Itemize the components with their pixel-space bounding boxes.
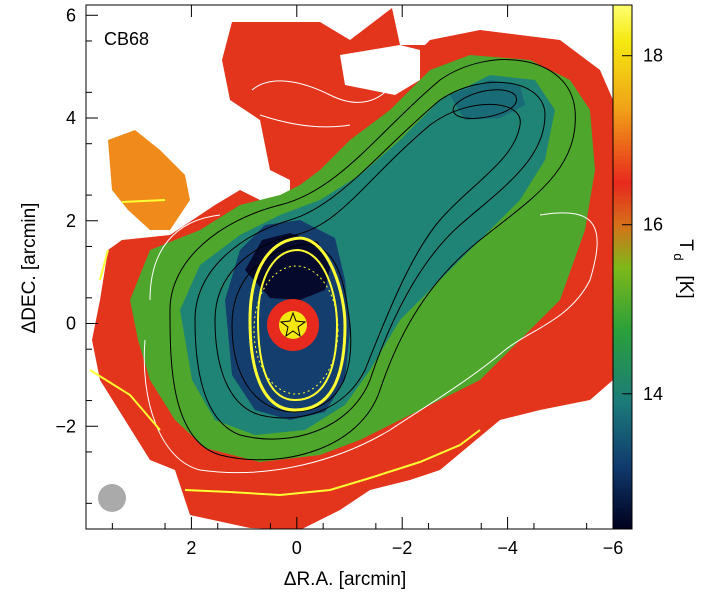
yellow-contours	[89, 199, 481, 497]
colorbar-tick-label: 14	[643, 384, 663, 404]
region-hot-center-inner	[279, 311, 307, 339]
y-tick-label: 4	[66, 108, 76, 128]
region-no-data	[340, 45, 420, 95]
y-tick-label: 6	[66, 5, 76, 25]
x-tick-label: −6	[603, 538, 624, 558]
svg-text:[K]: [K]	[675, 275, 696, 298]
beam-size-marker	[98, 484, 126, 512]
x-tick-label: −2	[392, 538, 413, 558]
y-axis: −2 0 2 4 6	[55, 5, 98, 504]
y-tick-label: 0	[66, 314, 76, 334]
colorbar-label: T d [K]	[671, 239, 696, 298]
svg-text:T: T	[675, 239, 696, 251]
colorbar	[612, 4, 633, 530]
x-tick-label: 2	[186, 538, 196, 558]
x-axis-label: ΔR.A. [arcmin]	[284, 569, 407, 590]
x-tick-label: −4	[497, 538, 518, 558]
protostar-marker	[279, 311, 307, 338]
white-contours	[143, 80, 598, 474]
x-tick-label: 0	[292, 538, 302, 558]
y-tick-label: −2	[55, 416, 76, 436]
x-axis: 2 0 −2 −4 −6	[111, 5, 624, 558]
map-title: CB68	[104, 29, 149, 49]
colorbar-tick-label: 18	[643, 46, 663, 66]
contour-set	[169, 59, 576, 461]
y-axis-label: ΔDEC. [arcmin]	[19, 203, 40, 334]
colorbar-tick-label: 16	[643, 215, 663, 235]
region-coldest	[245, 233, 330, 300]
colorbar-axis: 14 16 18	[622, 46, 663, 404]
region-warm-lobe	[108, 130, 190, 230]
y-tick-label: 2	[66, 211, 76, 231]
svg-text:d: d	[671, 253, 686, 260]
dotted-circle-contour	[253, 265, 339, 395]
